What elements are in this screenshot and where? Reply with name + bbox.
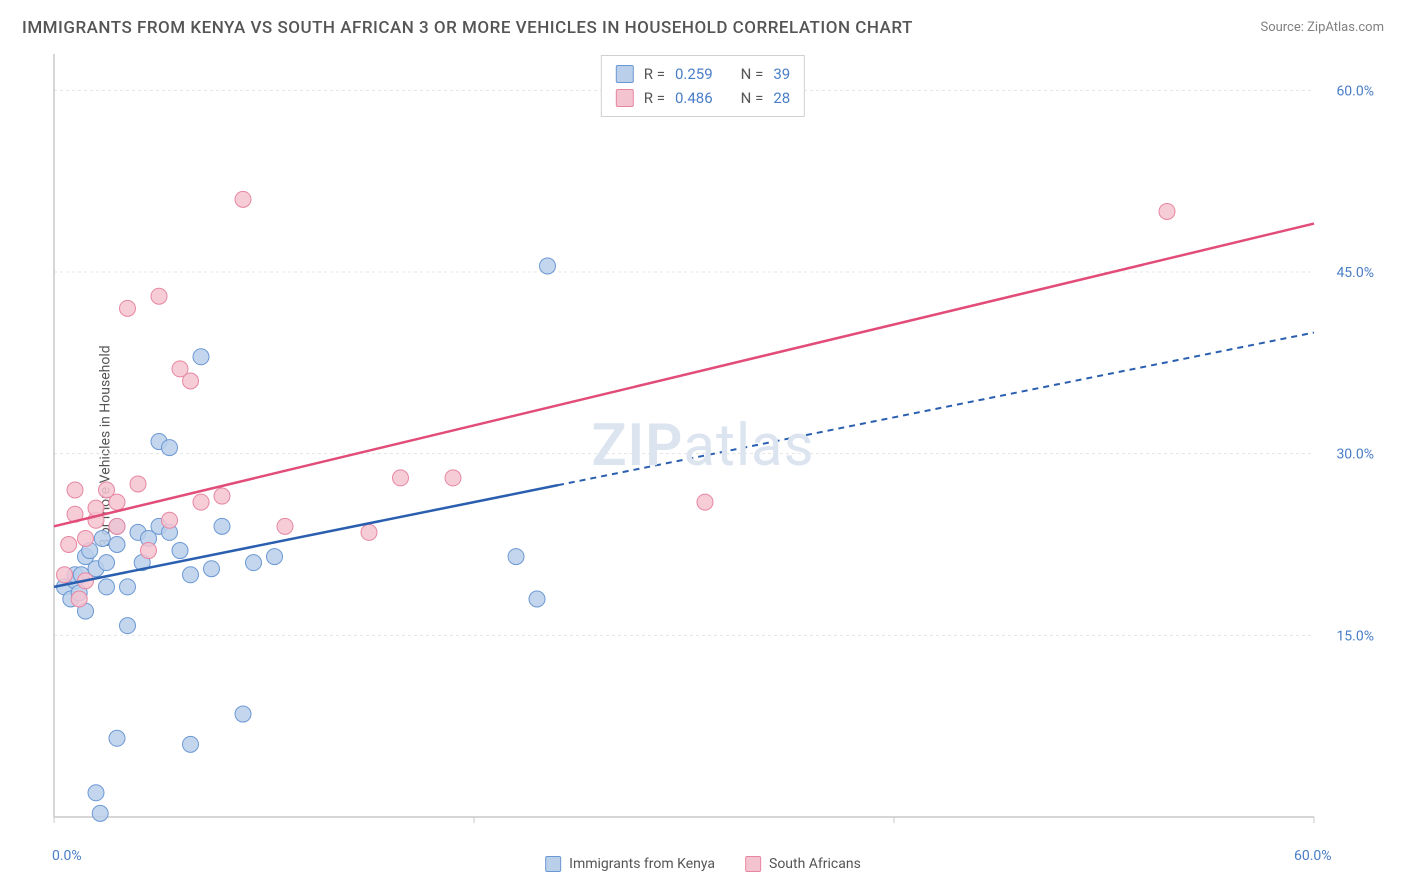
svg-text:15.0%: 15.0%: [1336, 628, 1374, 644]
n-value-1: 28: [773, 86, 790, 110]
legend-label-1: South Africans: [769, 856, 861, 872]
n-value-0: 39: [773, 62, 790, 86]
legend-item-0: Immigrants from Kenya: [545, 856, 715, 872]
plot-area: 15.0% 30.0% 45.0% 60.0%: [50, 50, 1384, 837]
legend-item-1: South Africans: [745, 856, 861, 872]
legend-swatch-1: [745, 856, 761, 872]
stats-swatch-0: [616, 65, 634, 83]
svg-text:60.0%: 60.0%: [1336, 83, 1374, 99]
n-label: N =: [741, 86, 764, 110]
legend-label-0: Immigrants from Kenya: [569, 856, 715, 872]
r-label: R =: [644, 62, 665, 86]
legend-bottom: Immigrants from Kenya South Africans: [545, 856, 861, 872]
stats-swatch-1: [616, 89, 634, 107]
r-value-0: 0.259: [675, 62, 713, 86]
stats-row-0: R = 0.259 N = 39: [616, 62, 790, 86]
svg-text:45.0%: 45.0%: [1336, 265, 1374, 281]
r-value-1: 0.486: [675, 86, 713, 110]
r-label: R =: [644, 86, 665, 110]
stats-row-1: R = 0.486 N = 28: [616, 86, 790, 110]
scatter-chart: 15.0% 30.0% 45.0% 60.0%: [50, 50, 1384, 837]
svg-text:30.0%: 30.0%: [1336, 447, 1374, 463]
x-axis-label-max: 60.0%: [1294, 848, 1332, 864]
legend-swatch-0: [545, 856, 561, 872]
chart-title: IMMIGRANTS FROM KENYA VS SOUTH AFRICAN 3…: [22, 18, 913, 38]
stats-legend: R = 0.259 N = 39 R = 0.486 N = 28: [601, 55, 805, 117]
n-label: N =: [741, 62, 764, 86]
source-attribution: Source: ZipAtlas.com: [1260, 20, 1384, 35]
x-axis-label-min: 0.0%: [52, 848, 82, 864]
